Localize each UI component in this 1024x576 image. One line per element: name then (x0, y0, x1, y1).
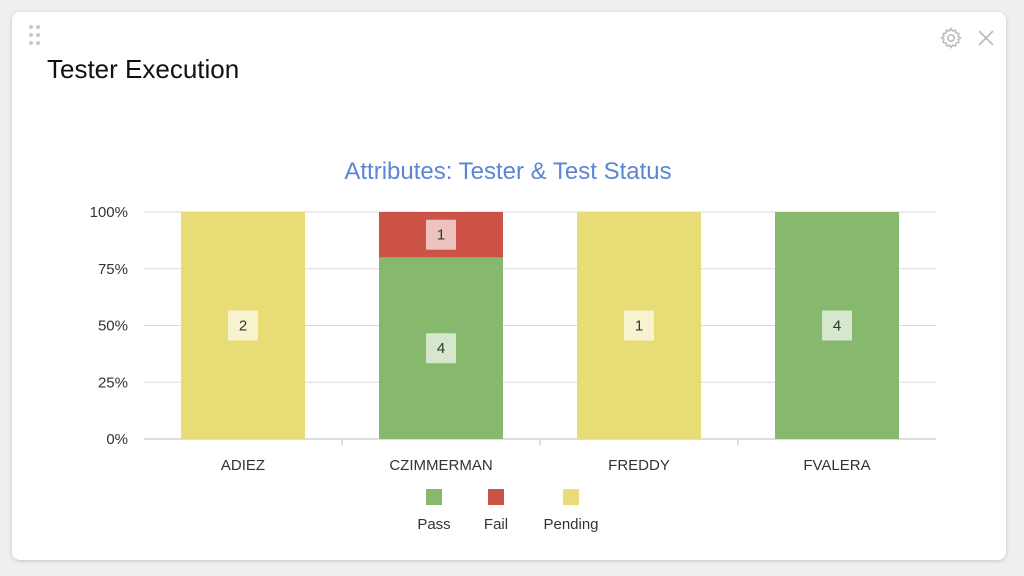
data-label: 1 (437, 227, 445, 244)
data-label: 1 (635, 318, 643, 335)
x-axis: ADIEZ CZIMMERMAN FREDDY FVALERA (221, 439, 871, 474)
widget-title: Tester Execution (47, 54, 240, 84)
drag-handle-icon[interactable] (28, 24, 42, 46)
stacked-bar-chart: Attributes: Tester & Test Status 0% 25% 50… (90, 158, 936, 533)
x-tick-label: ADIEZ (221, 457, 265, 474)
x-tick-label: FVALERA (803, 457, 870, 474)
y-tick-label: 50% (98, 318, 128, 335)
data-label: 4 (437, 340, 445, 357)
close-icon[interactable] (974, 26, 998, 50)
x-tick-label: FREDDY (608, 457, 670, 474)
bars: 2 4 1 1 4 (181, 212, 899, 439)
data-label-box (822, 310, 852, 341)
data-label-box (426, 333, 456, 364)
chart-title: Attributes: Tester & Test Status (344, 158, 671, 185)
legend-label-pending[interactable]: Pending (543, 516, 598, 533)
data-label-box (228, 310, 258, 341)
y-tick-label: 75% (98, 261, 128, 278)
tester-execution-widget: Tester Execution Attributes: Tester & Te… (12, 12, 1006, 560)
y-tick-label: 0% (106, 431, 128, 448)
legend: Pass Fail Pending (417, 489, 599, 533)
x-tick-label: CZIMMERMAN (389, 457, 492, 474)
gear-icon[interactable] (939, 26, 963, 50)
data-label: 2 (239, 318, 247, 335)
legend-swatch-pass[interactable] (426, 489, 442, 505)
data-label: 4 (833, 318, 841, 335)
data-label-box (624, 310, 654, 341)
legend-swatch-fail[interactable] (488, 489, 504, 505)
y-tick-label: 100% (90, 204, 128, 221)
y-axis: 0% 25% 50% 75% 100% (90, 204, 128, 448)
legend-swatch-pending[interactable] (563, 489, 579, 505)
legend-label-pass[interactable]: Pass (417, 516, 450, 533)
data-label-box (426, 219, 456, 250)
legend-label-fail[interactable]: Fail (484, 516, 508, 533)
y-tick-label: 25% (98, 374, 128, 391)
